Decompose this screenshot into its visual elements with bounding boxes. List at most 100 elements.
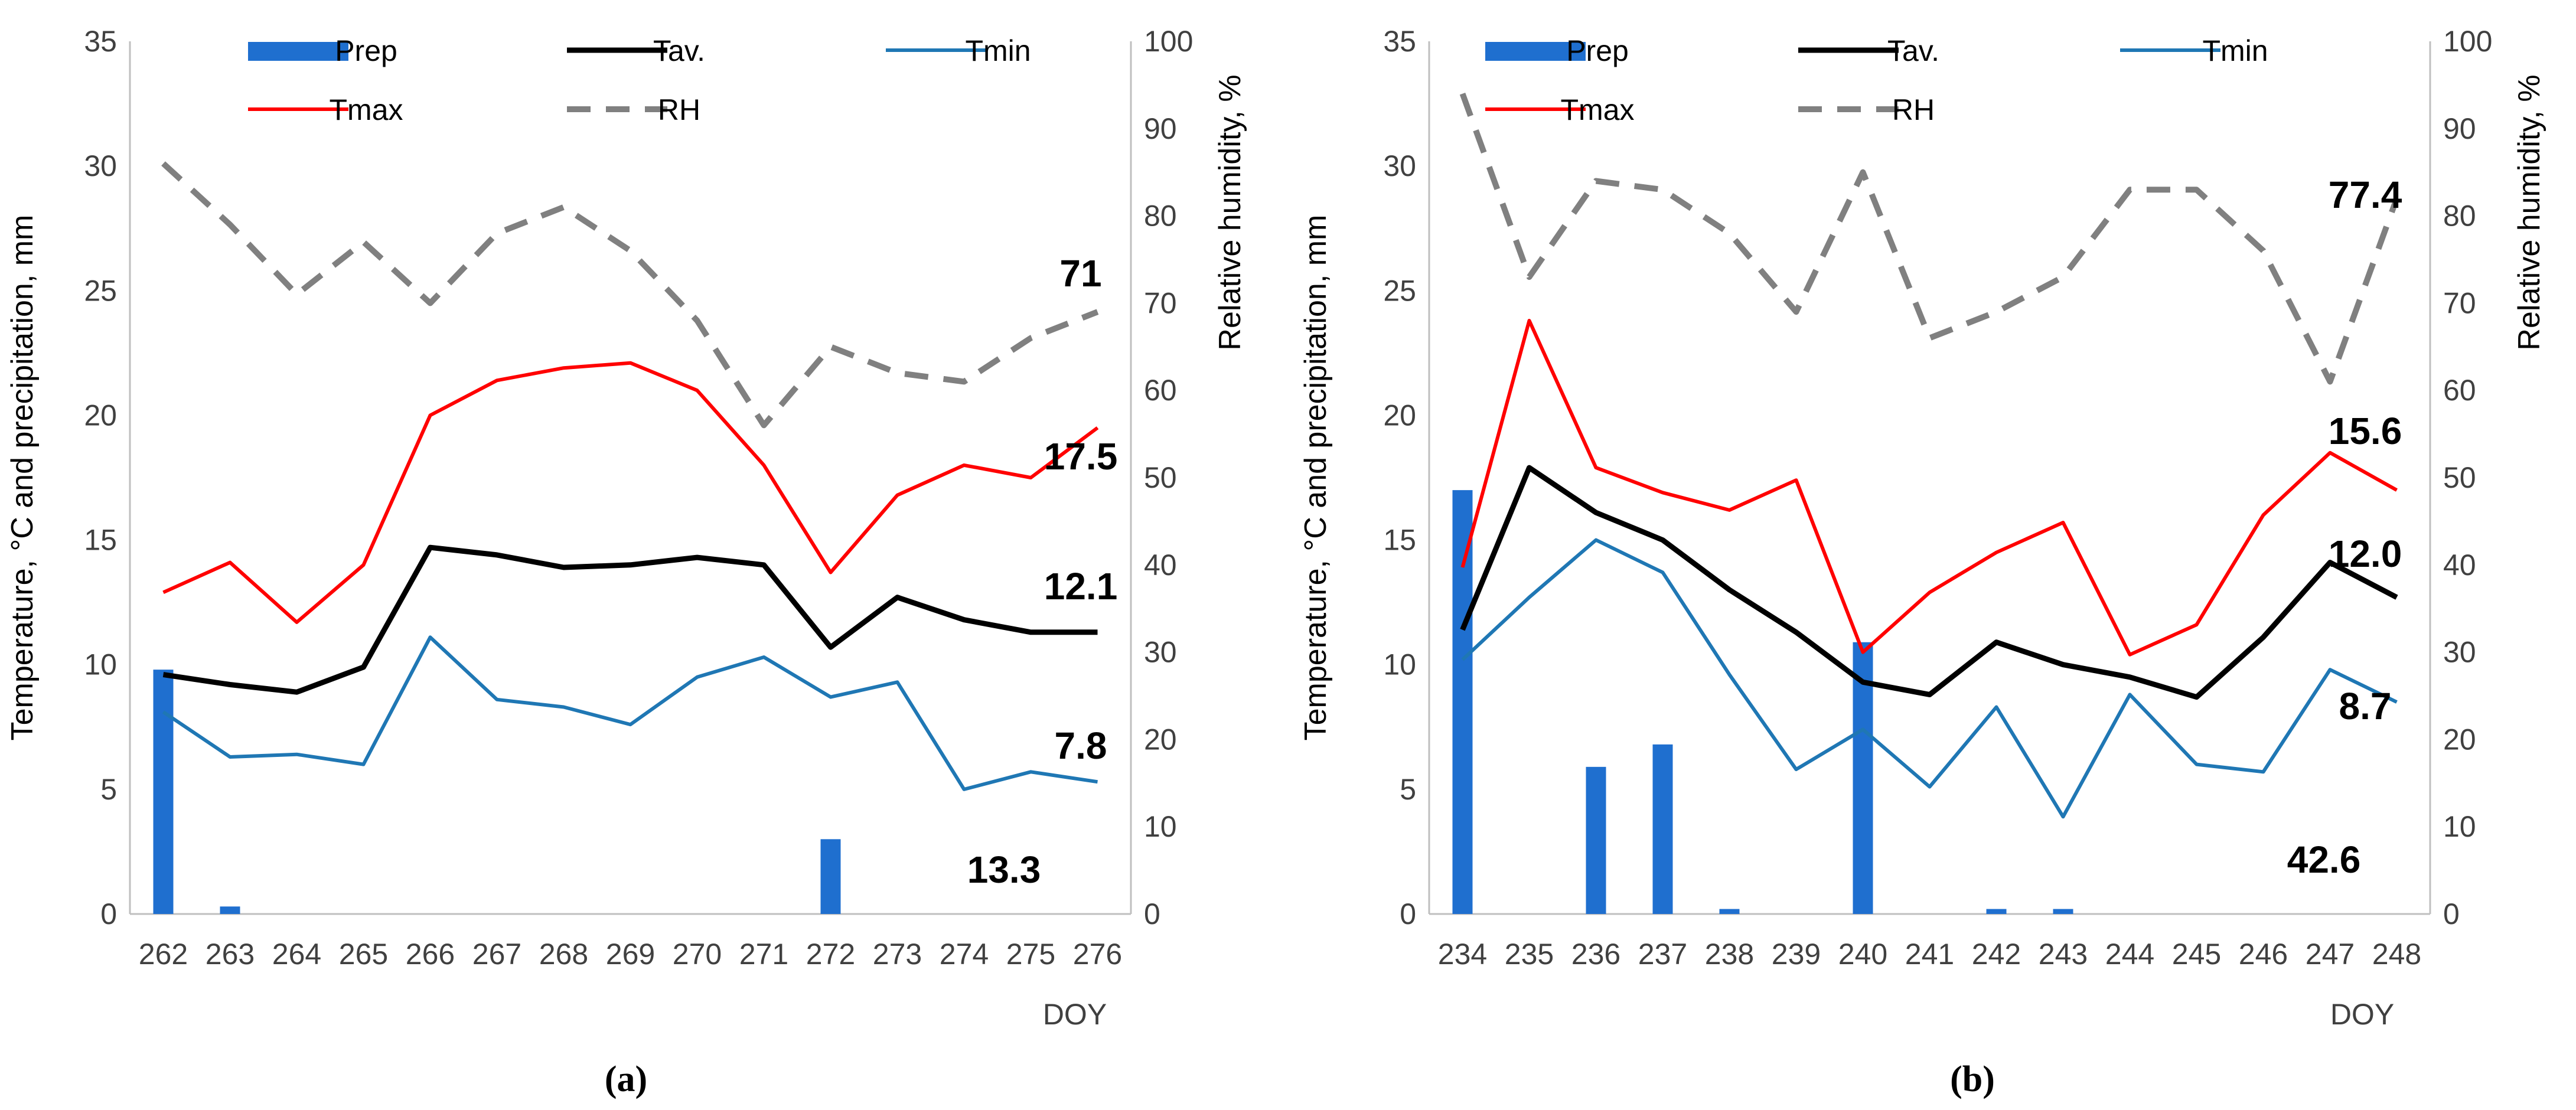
x-tick-label: 271 bbox=[739, 938, 788, 971]
y2-tick-label: 80 bbox=[1144, 200, 1177, 233]
legend-label-tav: Tav. bbox=[1887, 34, 1939, 67]
y-tick-label: 25 bbox=[84, 274, 117, 307]
y2-tick-label: 0 bbox=[2443, 897, 2460, 931]
y2-tick-label: 0 bbox=[1144, 897, 1160, 931]
series-line-tav bbox=[1460, 465, 2398, 700]
legend-label-tav: Tav. bbox=[653, 34, 705, 67]
y2-tick-label: 70 bbox=[2443, 286, 2476, 319]
y-tick-label: 30 bbox=[84, 149, 117, 182]
legend-label-tmax: Tmax bbox=[1561, 93, 1635, 126]
x-tick-label: 276 bbox=[1073, 938, 1122, 971]
legend-label-prep: Prep bbox=[1566, 34, 1629, 67]
y2-tick-label: 30 bbox=[2443, 636, 2476, 669]
y-tick-label: 0 bbox=[100, 897, 117, 931]
x-tick-label: 242 bbox=[1972, 938, 2021, 971]
series-line-tmax bbox=[1460, 319, 2398, 657]
x-tick-label: 236 bbox=[1571, 938, 1620, 971]
y-tick-label: 5 bbox=[100, 773, 117, 806]
y-tick-label: 0 bbox=[1400, 897, 1416, 931]
y2-tick-label: 10 bbox=[2443, 810, 2476, 843]
x-tick-label: 267 bbox=[472, 938, 521, 971]
y-axis-title: Temperature, °C and precipitation, mm bbox=[1299, 215, 1333, 741]
x-tick-label: 237 bbox=[1638, 938, 1687, 971]
bar-prep bbox=[1586, 766, 1606, 914]
y2-tick-label: 90 bbox=[1144, 112, 1177, 145]
x-axis-title: DOY bbox=[1043, 998, 1107, 1031]
y2-tick-label: 40 bbox=[1144, 549, 1177, 582]
y-tick-label: 15 bbox=[84, 524, 117, 557]
legend-label-tmax: Tmax bbox=[330, 93, 403, 126]
x-tick-label: 264 bbox=[272, 938, 321, 971]
y2-tick-label: 90 bbox=[2443, 112, 2476, 145]
y2-tick-label: 100 bbox=[1144, 25, 1193, 58]
y-tick-label: 35 bbox=[84, 25, 117, 58]
y-tick-label: 5 bbox=[1400, 773, 1416, 806]
x-tick-label: 268 bbox=[539, 938, 588, 971]
bar-prep bbox=[1452, 490, 1473, 914]
value-annotation: 12.0 bbox=[2329, 533, 2402, 575]
legend-label-prep: Prep bbox=[335, 34, 397, 67]
x-tick-label: 241 bbox=[1905, 938, 1954, 971]
x-tick-label: 274 bbox=[940, 938, 989, 971]
x-axis-title: DOY bbox=[2330, 998, 2394, 1031]
x-tick-label: 266 bbox=[406, 938, 455, 971]
x-tick-label: 235 bbox=[1505, 938, 1554, 971]
series-line-rh bbox=[161, 161, 1099, 429]
legend-key-prep bbox=[1485, 42, 1586, 61]
y-tick-label: 15 bbox=[1383, 524, 1416, 557]
y2-tick-label: 20 bbox=[1144, 723, 1177, 756]
bar-prep bbox=[1719, 909, 1740, 914]
value-annotation: 71 bbox=[1059, 252, 1101, 295]
panel-label: (b) bbox=[1950, 1059, 1995, 1099]
y2-tick-label: 60 bbox=[2443, 374, 2476, 407]
y-tick-label: 10 bbox=[84, 648, 117, 681]
legend-label-tmin: Tmin bbox=[2202, 34, 2268, 67]
x-tick-label: 273 bbox=[873, 938, 922, 971]
y2-tick-label: 70 bbox=[1144, 286, 1177, 319]
bar-prep bbox=[1652, 744, 1673, 914]
legend-label-rh: RH bbox=[1892, 93, 1935, 126]
series-line-tmin bbox=[162, 635, 1098, 791]
x-tick-label: 245 bbox=[2172, 938, 2221, 971]
x-tick-label: 234 bbox=[1438, 938, 1487, 971]
value-annotation: 42.6 bbox=[2287, 838, 2361, 881]
value-annotation: 15.6 bbox=[2329, 410, 2402, 452]
series-line-tmin bbox=[1461, 538, 2398, 819]
legend-label-rh: RH bbox=[658, 93, 700, 126]
x-tick-label: 246 bbox=[2239, 938, 2288, 971]
bar-prep bbox=[1986, 909, 2007, 914]
x-tick-label: 263 bbox=[206, 938, 255, 971]
y2-tick-label: 50 bbox=[2443, 461, 2476, 494]
y-tick-label: 20 bbox=[84, 399, 117, 432]
y2-tick-label: 30 bbox=[1144, 636, 1177, 669]
legend-key-prep bbox=[248, 42, 348, 61]
chart-panel-b: 0 5 10 15 20 25 30 35 0 10 20 30 40 50 60 70 80 90 100 234 2… bbox=[1299, 25, 2546, 1099]
bar-prep bbox=[220, 906, 240, 914]
x-tick-label: 269 bbox=[606, 938, 655, 971]
bar-prep bbox=[820, 839, 841, 914]
y-tick-label: 35 bbox=[1383, 25, 1416, 58]
value-annotation: 8.7 bbox=[2339, 685, 2392, 727]
series-line-tmax bbox=[162, 361, 1099, 624]
y-axis-title: Temperature, °C and precipitation, mm bbox=[5, 215, 40, 741]
value-annotation: 17.5 bbox=[1044, 435, 1118, 478]
x-tick-label: 239 bbox=[1772, 938, 1821, 971]
legend: Prep Tav. Tmin Tmax RH bbox=[248, 34, 1031, 126]
legend: Prep Tav. Tmin Tmax RH bbox=[1485, 34, 2268, 126]
y2-tick-label: 60 bbox=[1144, 374, 1177, 407]
x-tick-label: 248 bbox=[2372, 938, 2421, 971]
legend-label-tmin: Tmin bbox=[965, 34, 1031, 67]
bar-prep bbox=[153, 670, 174, 914]
x-tick-label: 275 bbox=[1006, 938, 1055, 971]
y2-tick-label: 80 bbox=[2443, 200, 2476, 233]
x-tick-label: 244 bbox=[2105, 938, 2154, 971]
panel-label: (a) bbox=[605, 1059, 647, 1099]
value-annotation: 77.4 bbox=[2329, 174, 2402, 216]
value-annotation: 12.1 bbox=[1044, 565, 1118, 608]
x-tick-label: 243 bbox=[2039, 938, 2088, 971]
bar-prep bbox=[1853, 642, 1873, 914]
y2-tick-label: 40 bbox=[2443, 549, 2476, 582]
series-line-rh bbox=[1459, 92, 2400, 385]
